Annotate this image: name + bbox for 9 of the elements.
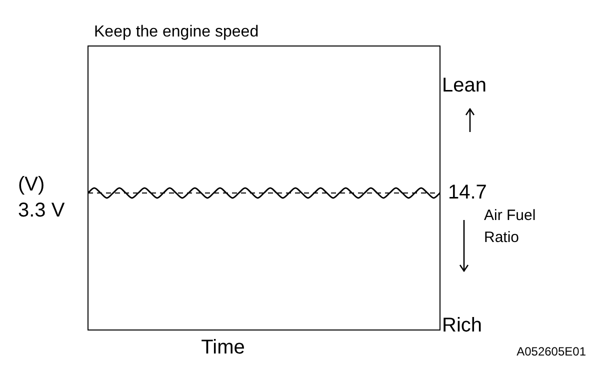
x-axis-title: Time: [201, 336, 245, 359]
ref-line-label: 3.3 V: [18, 199, 66, 222]
y-axis-title: (V): [18, 173, 45, 196]
text: Rich: [442, 314, 482, 337]
text: 14.7: [448, 181, 487, 204]
text: A052605E01: [516, 344, 586, 358]
y2-axis-title: Air Fuel Ratio: [484, 207, 536, 246]
text: Lean: [442, 74, 486, 97]
chart-title: Keep the engine speed: [94, 23, 259, 40]
